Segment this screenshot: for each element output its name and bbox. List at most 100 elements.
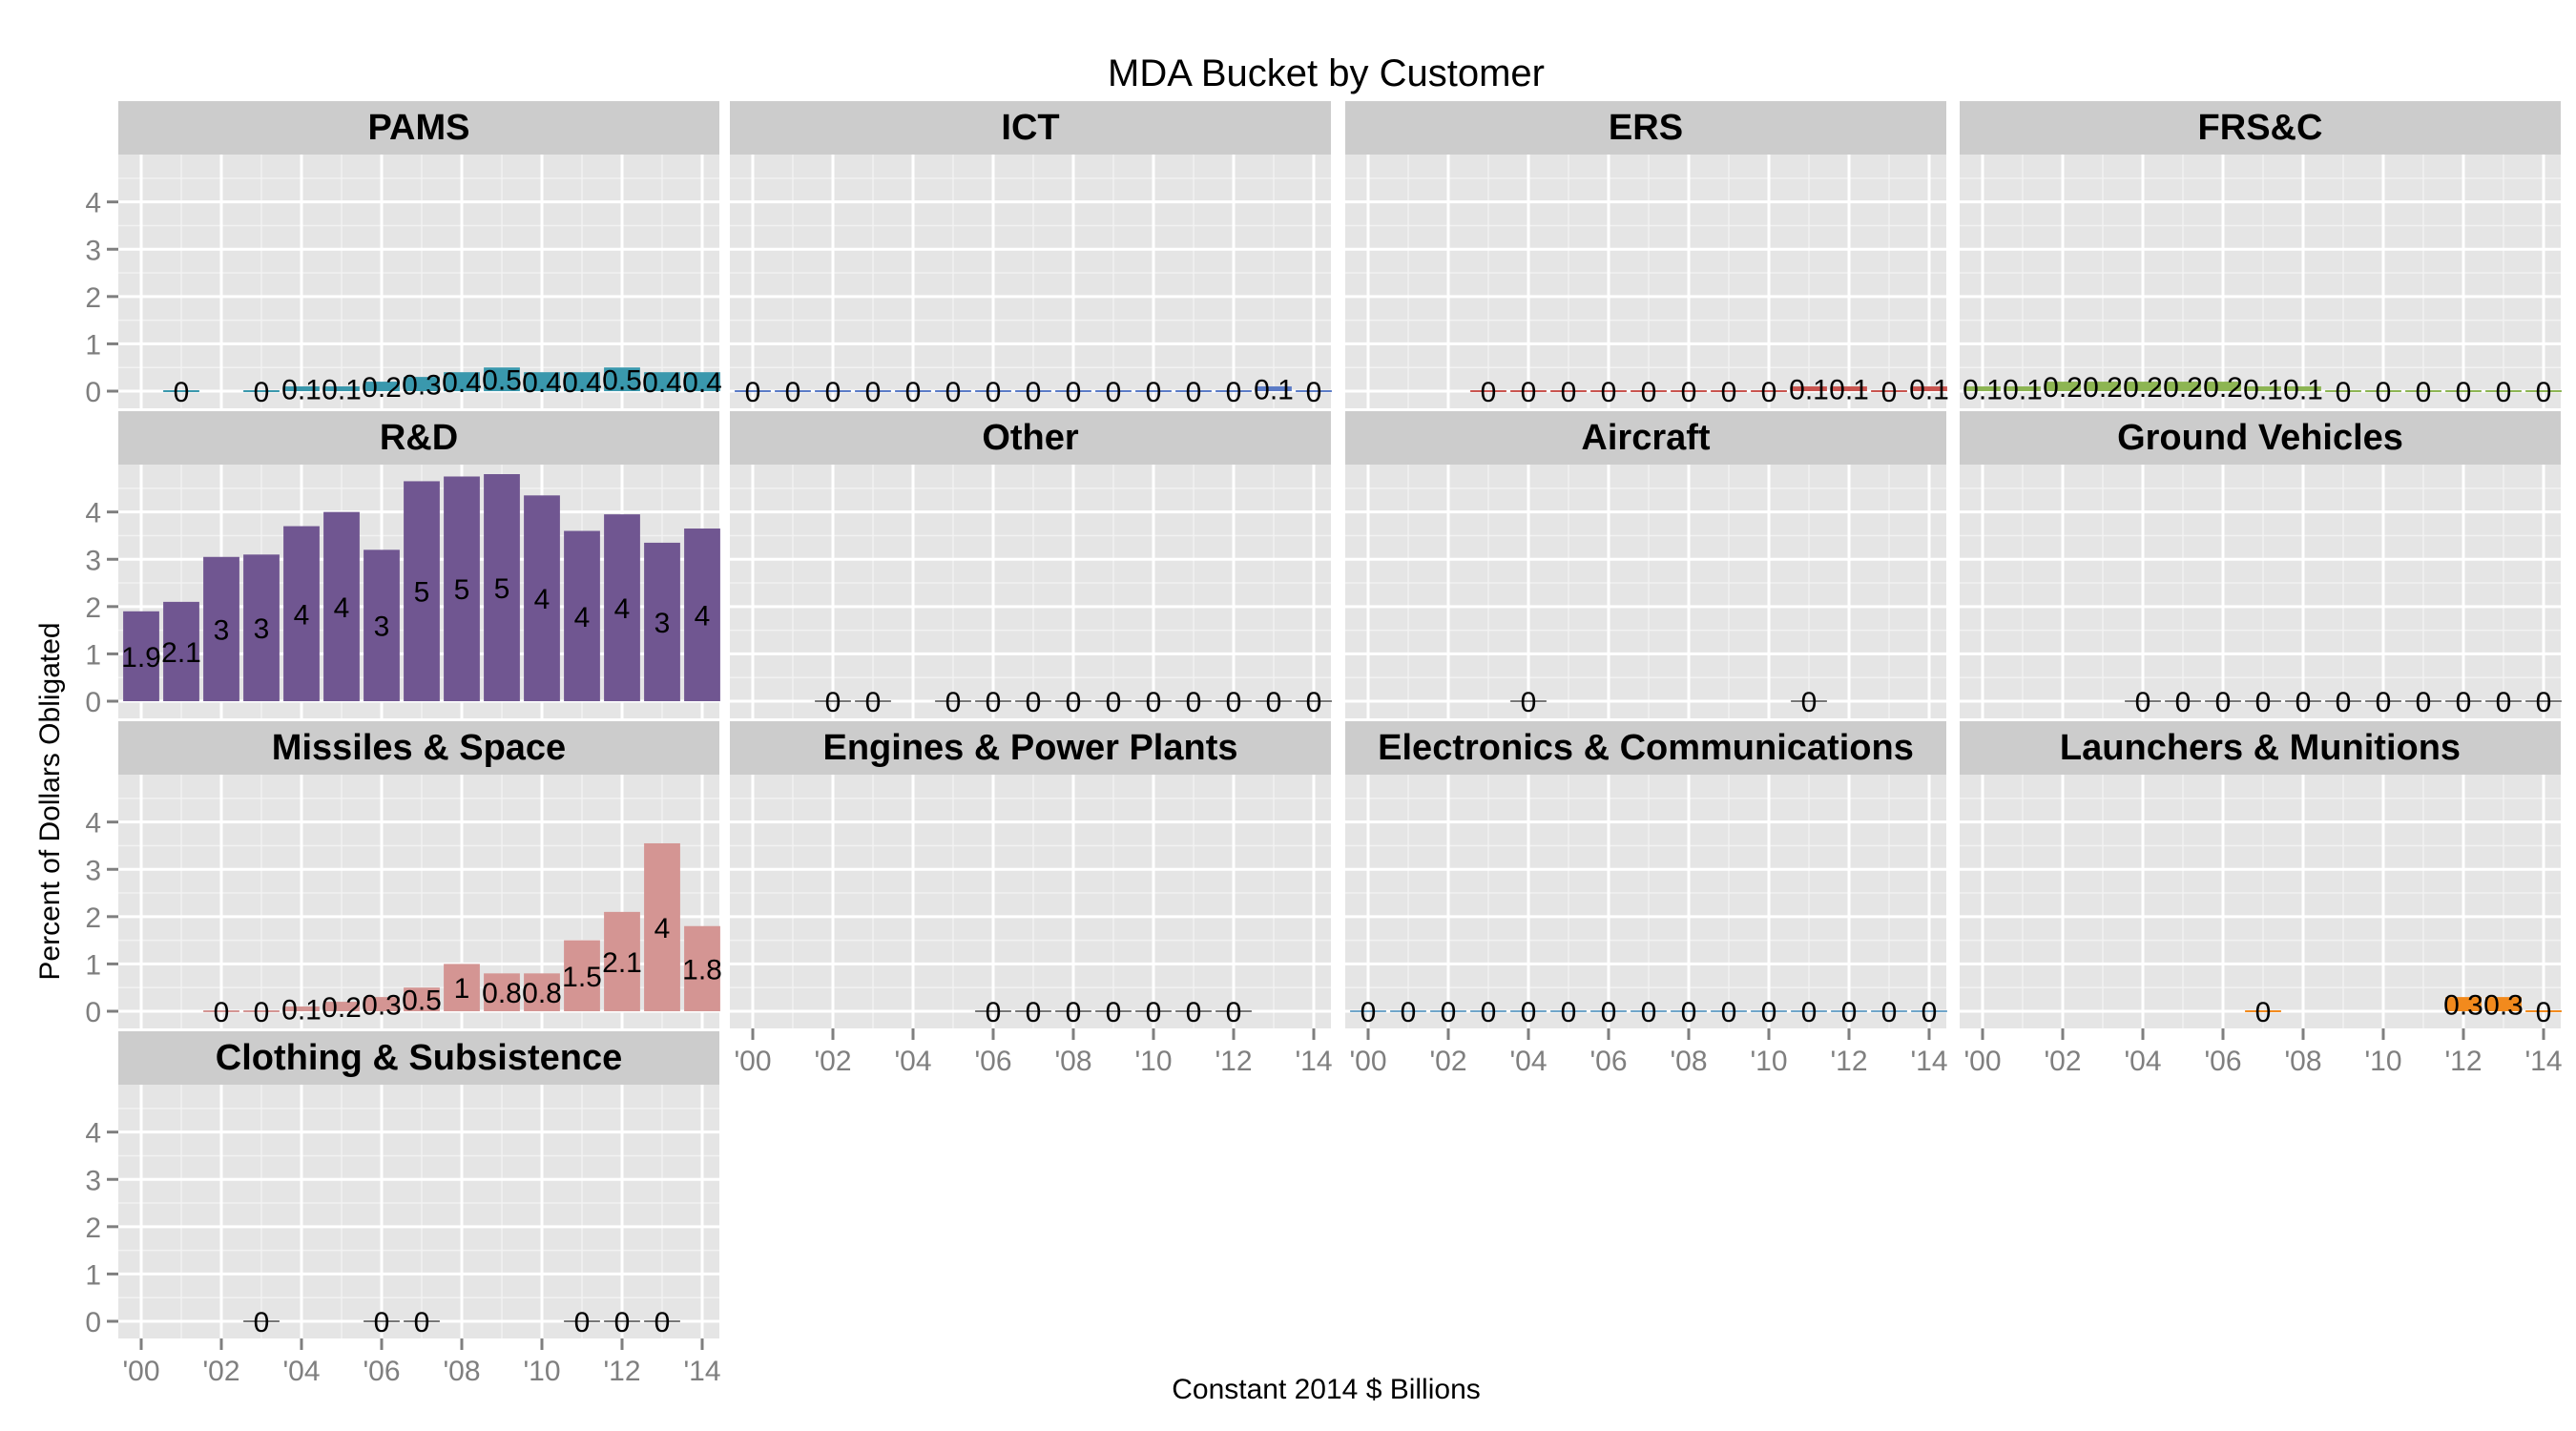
data-label: 0: [1361, 997, 1377, 1028]
x-tick-label: '04: [1509, 1046, 1547, 1077]
data-label: 0: [2496, 377, 2512, 408]
data-label: 3: [214, 614, 230, 646]
data-label: 0: [1226, 377, 1242, 408]
facet-strip: [1960, 101, 2561, 155]
data-label: 0.1: [2003, 375, 2043, 406]
data-label: 0.4: [562, 367, 602, 399]
y-tick-label: 1: [85, 639, 101, 671]
data-label: 0: [986, 377, 1002, 408]
bar: [524, 495, 560, 701]
data-label: 0: [2536, 997, 2552, 1028]
data-label: 0: [1601, 997, 1617, 1028]
facet-title: Missiles & Space: [272, 728, 566, 768]
bar: [323, 511, 360, 701]
panel-background: [1960, 465, 2561, 718]
y-tick-label: 1: [85, 1259, 101, 1291]
data-label: 0.1: [1789, 375, 1829, 406]
bar: [484, 367, 520, 391]
data-label: 0.8: [522, 978, 562, 1009]
data-label: 0: [614, 1307, 631, 1338]
bar: [684, 925, 720, 1011]
data-label: 0: [2215, 687, 2232, 718]
data-label: 1: [454, 973, 470, 1005]
data-label: 0: [1186, 997, 1202, 1028]
bar: [123, 611, 159, 701]
data-label: 0: [2296, 687, 2312, 718]
facet-strip: [118, 101, 719, 155]
facet-title: Electronics & Communications: [1378, 728, 1914, 768]
x-tick-label: '00: [1349, 1046, 1386, 1077]
data-label: 0: [785, 377, 801, 408]
data-label: 0: [1801, 687, 1818, 718]
data-label: 0: [986, 687, 1002, 718]
facet-title: Aircraft: [1581, 418, 1710, 458]
data-label: 4: [534, 584, 551, 615]
bar: [644, 542, 680, 701]
bar: [243, 554, 280, 701]
bar: [203, 556, 239, 701]
x-tick-label: '06: [363, 1356, 400, 1387]
data-label: 0: [1026, 377, 1042, 408]
data-label: 0: [1641, 997, 1657, 1028]
x-tick-label: '04: [2124, 1046, 2161, 1077]
data-label: 0.2: [362, 372, 402, 404]
data-label: 0: [1841, 997, 1858, 1028]
bar: [283, 1006, 320, 1011]
data-label: 0.1: [281, 995, 322, 1027]
data-label: 0: [1561, 997, 1577, 1028]
data-label: 3: [654, 608, 671, 639]
data-label: 0: [1721, 377, 1737, 408]
x-tick-label: '06: [1589, 1046, 1627, 1077]
facet-title: Ground Vehicles: [2117, 418, 2403, 458]
data-label: 0: [1106, 377, 1122, 408]
y-tick-label: 1: [85, 949, 101, 981]
x-tick-label: '12: [1830, 1046, 1867, 1077]
bar: [444, 476, 480, 701]
bar: [2045, 382, 2081, 391]
data-label: 0.5: [602, 365, 642, 397]
data-label: 0.2: [2083, 372, 2123, 404]
facet-strip: [730, 411, 1331, 465]
x-tick-label: '00: [122, 1356, 159, 1387]
bar: [524, 372, 560, 391]
bar: [604, 514, 640, 701]
data-label: 0: [1922, 997, 1938, 1028]
data-label: 4: [334, 592, 350, 624]
facet-strip: [118, 1031, 719, 1085]
data-label: 0: [1306, 687, 1322, 718]
x-tick-label: '06: [2204, 1046, 2241, 1077]
x-tick-label: '00: [734, 1046, 771, 1077]
data-label: 0: [1601, 377, 1617, 408]
data-label: 0: [1721, 997, 1737, 1028]
bar: [2485, 997, 2522, 1011]
bar: [684, 529, 720, 701]
bar: [2245, 386, 2281, 391]
y-tick-label: 2: [85, 282, 101, 314]
data-label: 0: [2536, 687, 2552, 718]
bar: [1911, 386, 1947, 391]
data-label: 0: [1801, 997, 1818, 1028]
bar: [2205, 382, 2241, 391]
y-tick-label: 2: [85, 1213, 101, 1244]
data-label: 1.9: [121, 642, 161, 674]
data-label: 0: [254, 997, 270, 1028]
y-tick-label: 3: [85, 1165, 101, 1196]
data-label: 4: [574, 602, 591, 633]
data-label: 0: [905, 377, 922, 408]
facet-aircraft: Aircraft 0 0: [1345, 411, 1946, 718]
data-label: 0: [865, 687, 882, 718]
facet-title: ERS: [1609, 108, 1683, 148]
bar: [1791, 386, 1827, 391]
x-tick-label: '06: [974, 1046, 1011, 1077]
data-label: 0.3: [2443, 990, 2483, 1022]
y-tick-label: 2: [85, 592, 101, 624]
x-tick-label: '12: [2444, 1046, 2482, 1077]
facet-title: PAMS: [368, 108, 470, 148]
data-label: 4: [294, 599, 310, 631]
facet-title: Engines & Power Plants: [823, 728, 1238, 768]
data-label: 0.8: [482, 978, 522, 1009]
